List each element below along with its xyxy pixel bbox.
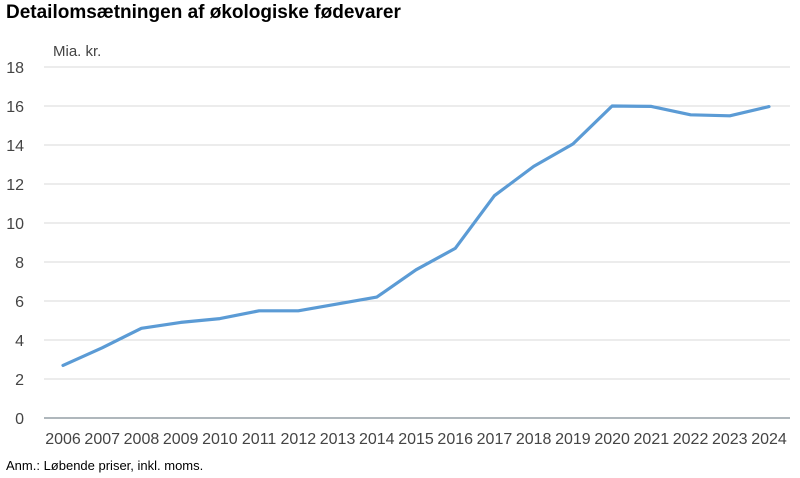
y-tick-label: 4: [15, 333, 24, 350]
x-tick-label: 2006: [45, 431, 81, 448]
x-tick-label: 2010: [202, 431, 238, 448]
x-tick-label: 2009: [163, 431, 199, 448]
x-tick-label: 2024: [751, 431, 787, 448]
x-axis-tick-labels: 2006 2007 2008 2009 2010 2011 2012 2013 2014 2015…: [45, 431, 787, 448]
y-tick-label: 0: [15, 411, 24, 428]
x-tick-label: 2015: [398, 431, 434, 448]
y-tick-label: 14: [6, 138, 24, 155]
y-axis-unit-label: Mia. kr.: [53, 43, 101, 60]
footnote: Anm.: Løbende priser, inkl. moms.: [6, 458, 204, 473]
x-tick-label: 2016: [437, 431, 473, 448]
x-tick-label: 2018: [516, 431, 552, 448]
series-group: [61, 104, 771, 367]
y-tick-label: 12: [6, 177, 24, 194]
x-tick-label: 2022: [673, 431, 709, 448]
x-tick-label: 2008: [124, 431, 160, 448]
x-tick-label: 2019: [555, 431, 591, 448]
y-tick-label: 8: [15, 255, 24, 272]
x-tick-label: 2017: [477, 431, 513, 448]
y-tick-label: 16: [6, 99, 24, 116]
x-tick-label: 2007: [84, 431, 120, 448]
y-axis-tick-labels: 0 2 4 6 8 10 12 14 16 18: [6, 60, 24, 428]
x-tick-label: 2020: [594, 431, 630, 448]
series-line-0: [61, 104, 771, 367]
y-tick-label: 18: [6, 60, 24, 77]
y-tick-label: 2: [15, 372, 24, 389]
y-tick-label: 6: [15, 294, 24, 311]
x-tick-label: 2021: [634, 431, 670, 448]
x-tick-label: 2013: [320, 431, 356, 448]
x-tick-label: 2014: [359, 431, 395, 448]
gridlines: [44, 66, 790, 380]
chart-title: Detailomsætningen af økologiske fødevare…: [6, 2, 401, 23]
x-tick-label: 2012: [281, 431, 317, 448]
x-tick-label: 2023: [712, 431, 748, 448]
x-tick-label: 2011: [242, 431, 277, 448]
y-tick-label: 10: [6, 216, 24, 233]
